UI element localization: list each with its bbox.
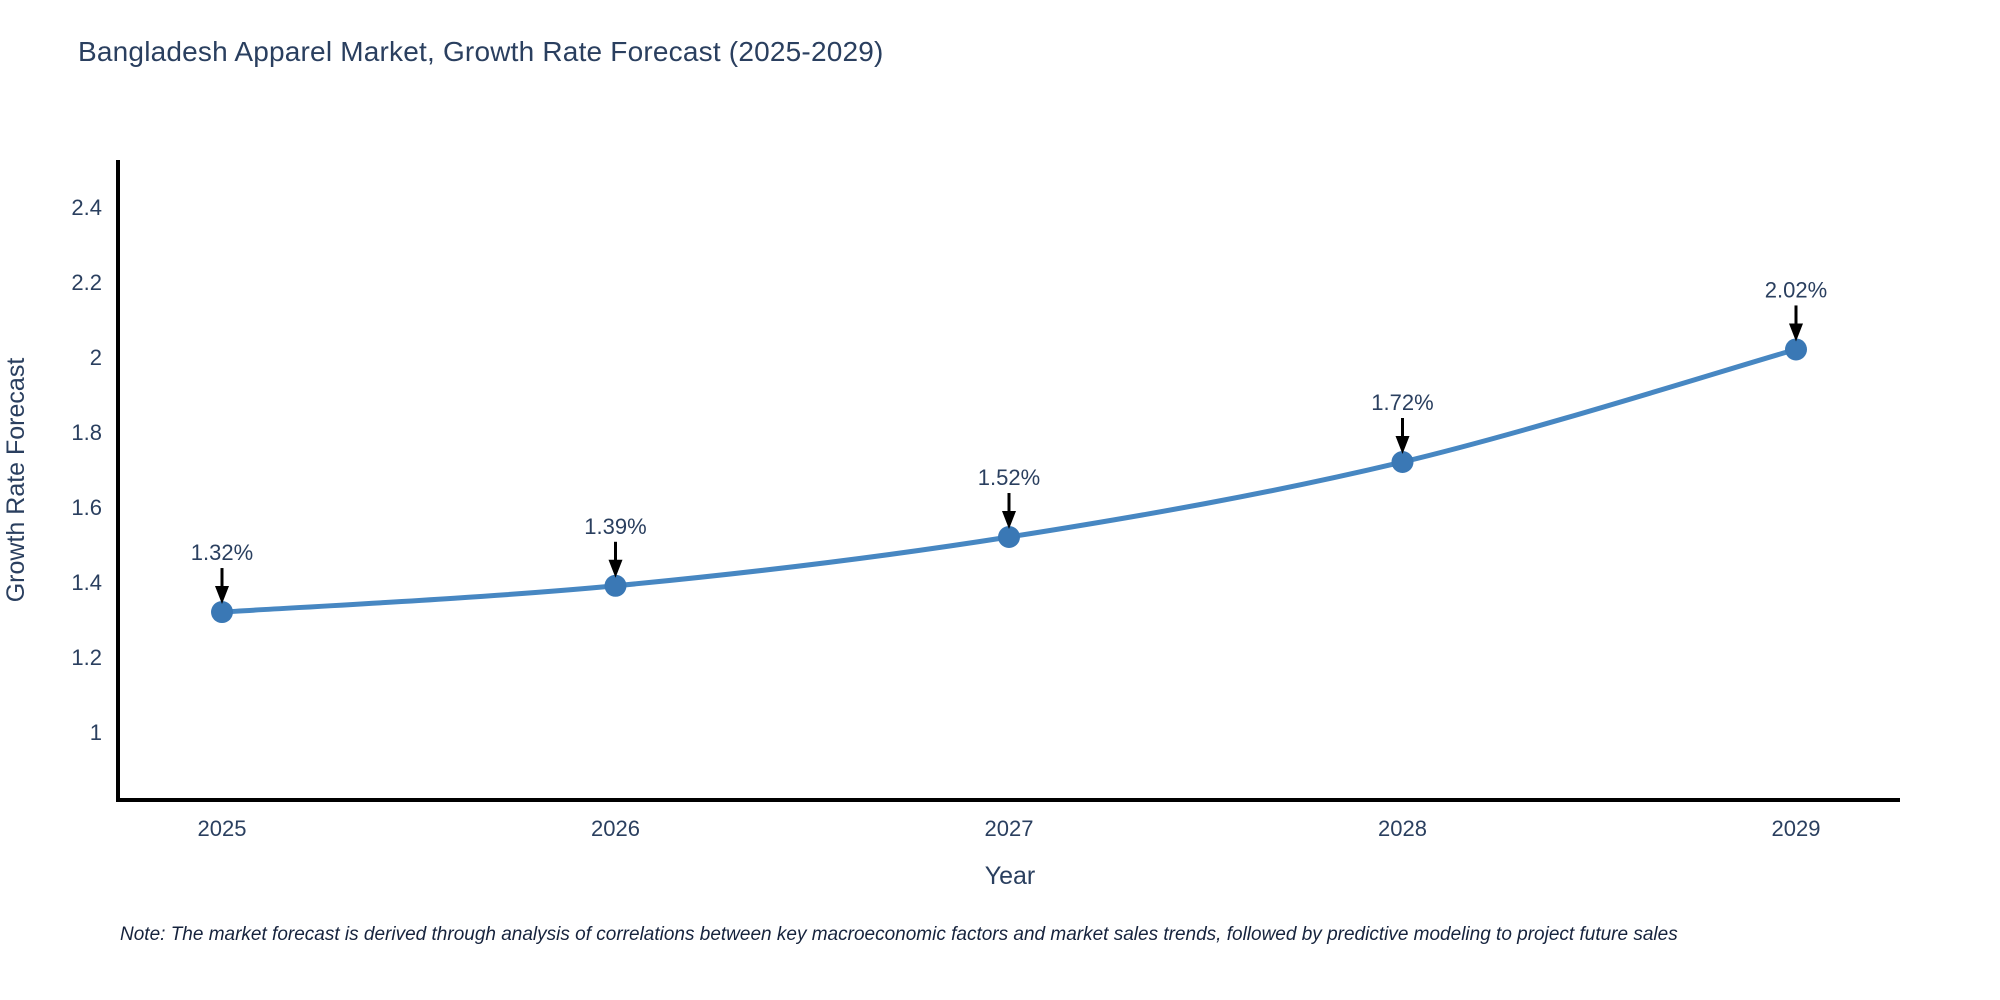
x-tick-label-2025: 2025 [198,816,247,841]
data-point-label-2028: 1.72% [1371,390,1433,415]
annotations-group: 1.32% 1.39% 1.52% 1.72% 2.02% [191,277,1827,605]
y-axis-title: Growth Rate Forecast [2,358,30,603]
annotation-arrow-head [1395,435,1410,454]
y-tick-label-2: 2 [90,345,102,370]
y-tick-labels-group: 2.4 2.2 2 1.8 1.6 1.4 1.2 1 [71,195,102,745]
y-tick-label-1.4: 1.4 [71,570,102,595]
data-point-label-2027: 1.52% [978,465,1040,490]
data-point-label-2026: 1.39% [584,514,646,539]
data-point-label-2029: 2.02% [1765,277,1827,302]
data-point-marker-2025[interactable] [211,601,233,624]
points-group [211,338,1807,624]
x-tick-label-2028: 2028 [1378,816,1427,841]
y-tick-label-1: 1 [90,720,102,745]
x-tick-labels-group: 2025 2026 2027 2028 2029 [198,816,1821,841]
y-tick-label-1.8: 1.8 [71,420,102,445]
chart-title: Bangladesh Apparel Market, Growth Rate F… [78,36,884,67]
x-tick-label-2027: 2027 [985,816,1034,841]
data-point-marker-2026[interactable] [604,574,627,597]
data-point-label-2025: 1.32% [191,540,253,565]
y-tick-label-2.2: 2.2 [71,270,102,295]
x-tick-label-2029: 2029 [1772,816,1821,841]
y-tick-label-1.2: 1.2 [71,645,102,670]
footnote-text: Note: The market forecast is derived thr… [120,924,1678,945]
annotation-arrow-head [608,559,623,578]
annotation-arrow-head [1002,511,1016,530]
annotation-arrow-head [1789,323,1803,342]
x-tick-label-2026: 2026 [591,816,640,841]
data-point-marker-2029[interactable] [1785,338,1807,361]
data-point-marker-2027[interactable] [998,526,1020,549]
x-axis-title: Year [985,862,1036,890]
annotation-arrow-head [215,586,229,605]
y-tick-label-1.6: 1.6 [71,495,102,520]
data-point-marker-2028[interactable] [1391,450,1414,473]
y-tick-label-2.4: 2.4 [71,195,102,220]
